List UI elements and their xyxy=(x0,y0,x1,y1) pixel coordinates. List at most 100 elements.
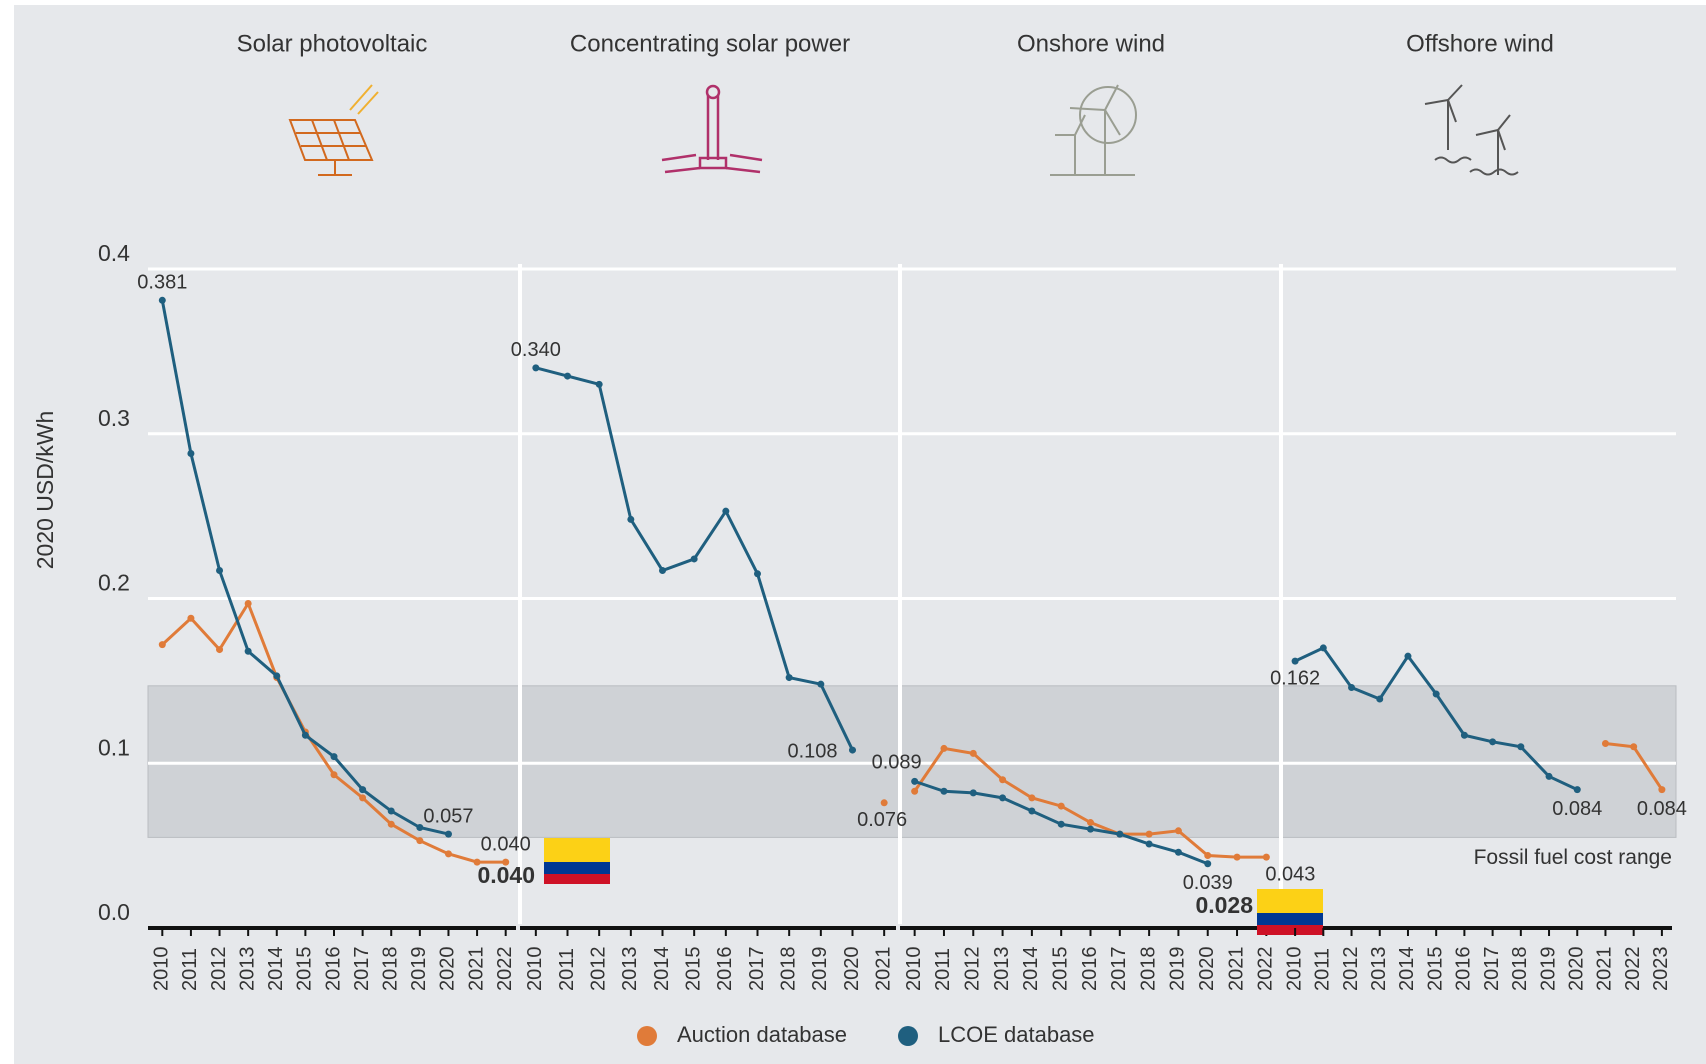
x-tick-label: 2016 xyxy=(1079,947,1101,992)
data-label: 0.076 xyxy=(857,809,907,831)
data-label: 0.039 xyxy=(1183,872,1233,894)
x-tick-label: 2021 xyxy=(1594,947,1616,992)
data-point xyxy=(849,747,856,754)
flag-blue xyxy=(1257,913,1323,925)
data-point xyxy=(1234,854,1241,861)
x-tick-label: 2013 xyxy=(236,947,258,992)
data-point xyxy=(596,381,603,388)
flag-yellow xyxy=(544,838,610,862)
fossil-band xyxy=(1281,686,1676,838)
data-point xyxy=(359,786,366,793)
flag-red xyxy=(1257,925,1323,935)
data-point xyxy=(273,672,280,679)
x-tick-label: 2018 xyxy=(380,947,402,992)
colombia-flag xyxy=(544,838,610,884)
data-point xyxy=(1204,852,1211,859)
data-point xyxy=(911,778,918,785)
x-tick-label: 2013 xyxy=(619,947,641,992)
band-label: Fossil fuel cost range xyxy=(1474,846,1672,869)
x-tick-label: 2019 xyxy=(1167,947,1189,992)
data-point xyxy=(722,508,729,515)
x-tick-label: 2017 xyxy=(1481,947,1503,992)
data-point xyxy=(1116,831,1123,838)
data-label: 0.381 xyxy=(137,272,187,294)
data-point xyxy=(881,799,888,806)
x-tick-label: 2021 xyxy=(465,947,487,992)
data-point xyxy=(216,567,223,574)
data-label: 0.057 xyxy=(423,805,473,827)
data-label: 0.084 xyxy=(1637,798,1687,820)
data-point xyxy=(817,681,824,688)
x-tick-label: 2012 xyxy=(1340,947,1362,992)
legend-marker xyxy=(637,1026,657,1046)
x-tick-label: 2013 xyxy=(1368,947,1390,992)
x-tick-label: 2011 xyxy=(179,948,201,991)
x-tick-label: 2021 xyxy=(872,947,894,992)
y-tick-label: 0.4 xyxy=(98,240,130,266)
data-point xyxy=(970,789,977,796)
x-tick-label: 2016 xyxy=(1453,947,1475,992)
y-axis-label: 2020 USD/kWh xyxy=(32,411,58,570)
x-tick-label: 2010 xyxy=(903,947,925,992)
data-label: 0.040 xyxy=(481,833,531,855)
data-point xyxy=(359,794,366,801)
data-point xyxy=(1263,854,1270,861)
data-point xyxy=(445,831,452,838)
x-tick-label: 2014 xyxy=(1020,947,1042,992)
x-tick-label: 2014 xyxy=(651,947,673,992)
data-label: 0.043 xyxy=(1265,863,1315,885)
data-point xyxy=(1630,743,1637,750)
annotation-label: 0.028 xyxy=(1195,892,1253,918)
data-point xyxy=(754,570,761,577)
x-tick-label: 2022 xyxy=(1622,947,1644,992)
data-point xyxy=(1602,740,1609,747)
data-point xyxy=(331,771,338,778)
data-point xyxy=(1087,819,1094,826)
data-point xyxy=(940,745,947,752)
y-tick-label: 0.2 xyxy=(98,570,130,596)
data-point xyxy=(1546,773,1553,780)
data-point xyxy=(302,732,309,739)
data-point xyxy=(187,450,194,457)
data-point xyxy=(1348,684,1355,691)
x-tick-label: 2017 xyxy=(1108,947,1130,992)
x-tick-label: 2020 xyxy=(1196,947,1218,992)
data-point xyxy=(1320,644,1327,651)
x-tick-label: 2016 xyxy=(714,947,736,992)
x-tick-label: 2018 xyxy=(1137,947,1159,992)
data-point xyxy=(970,750,977,757)
data-point xyxy=(999,776,1006,783)
x-tick-label: 2022 xyxy=(494,947,516,992)
x-tick-label: 2015 xyxy=(1424,947,1446,992)
chart: Fossil fuel cost range0.00.10.20.30.4202… xyxy=(0,0,1706,1064)
data-point xyxy=(1574,786,1581,793)
data-point xyxy=(659,567,666,574)
data-point xyxy=(1087,826,1094,833)
data-point xyxy=(691,555,698,562)
x-tick-label: 2020 xyxy=(841,947,863,992)
data-point xyxy=(445,850,452,857)
data-point xyxy=(416,837,423,844)
x-tick-label: 2022 xyxy=(1255,947,1277,992)
x-tick-label: 2018 xyxy=(777,947,799,992)
colombia-flag xyxy=(1257,889,1323,935)
data-point xyxy=(1146,840,1153,847)
data-point xyxy=(1433,691,1440,698)
x-tick-label: 2016 xyxy=(322,947,344,992)
x-tick-label: 2011 xyxy=(1312,948,1334,991)
data-point xyxy=(1658,786,1665,793)
data-point xyxy=(1404,653,1411,660)
data-point xyxy=(940,788,947,795)
panel-title: Onshore wind xyxy=(1017,30,1165,57)
data-point xyxy=(1058,821,1065,828)
data-label: 0.340 xyxy=(511,339,561,361)
data-point xyxy=(1292,658,1299,665)
data-point xyxy=(388,821,395,828)
data-point xyxy=(999,794,1006,801)
x-tick-label: 2015 xyxy=(682,947,704,992)
x-tick-label: 2010 xyxy=(1283,947,1305,992)
x-tick-label: 2017 xyxy=(351,947,373,992)
x-tick-label: 2010 xyxy=(524,947,546,992)
x-tick-label: 2020 xyxy=(437,947,459,992)
flag-blue xyxy=(544,862,610,874)
